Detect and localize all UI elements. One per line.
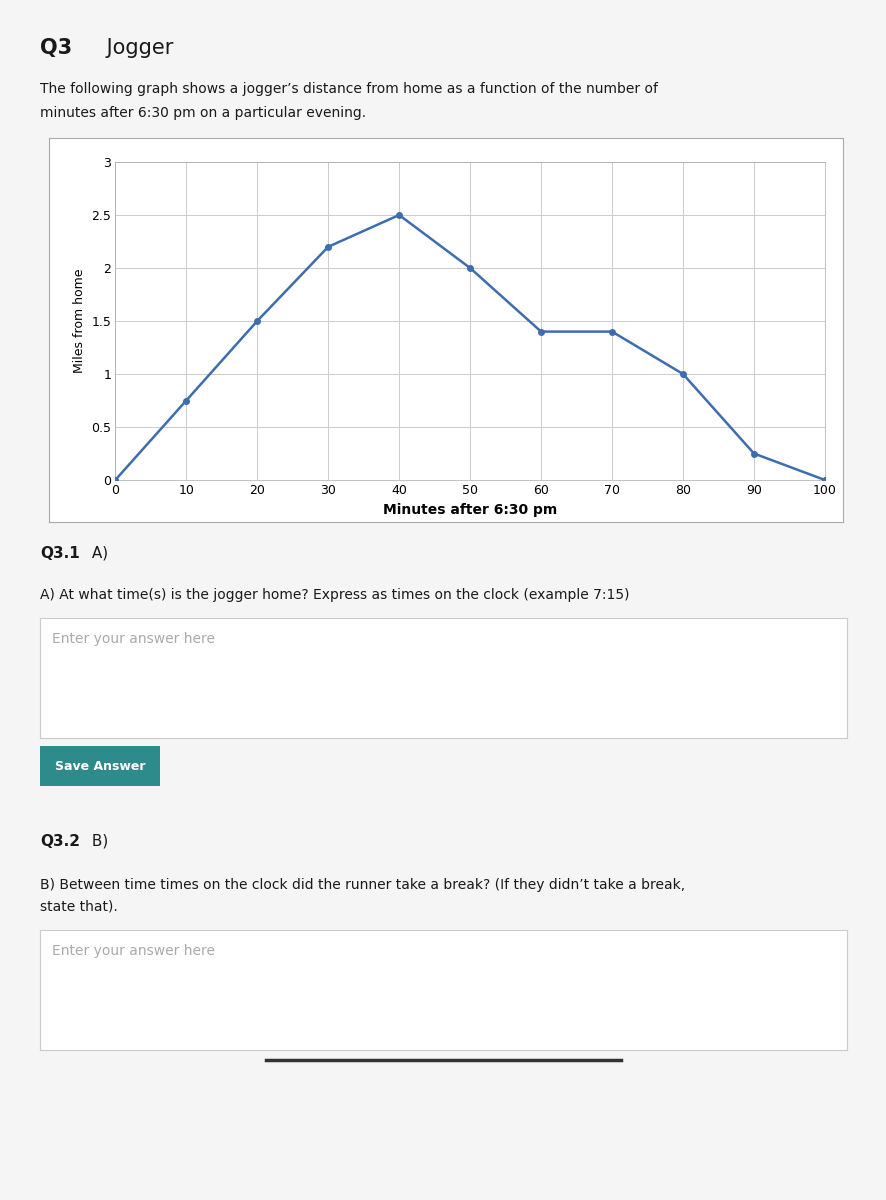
Text: Enter your answer here: Enter your answer here bbox=[52, 944, 214, 959]
Y-axis label: Miles from home: Miles from home bbox=[73, 269, 85, 373]
Text: B) Between time times on the clock did the runner take a break? (If they didn’t : B) Between time times on the clock did t… bbox=[40, 878, 684, 893]
Text: Q3.1: Q3.1 bbox=[40, 546, 80, 560]
Text: A) At what time(s) is the jogger home? Express as times on the clock (example 7:: A) At what time(s) is the jogger home? E… bbox=[40, 588, 629, 602]
Text: B): B) bbox=[87, 834, 108, 850]
Text: state that).: state that). bbox=[40, 900, 118, 914]
Text: A): A) bbox=[87, 546, 108, 560]
Text: Q3.2: Q3.2 bbox=[40, 834, 80, 850]
X-axis label: Minutes after 6:30 pm: Minutes after 6:30 pm bbox=[383, 503, 556, 517]
Text: minutes after 6:30 pm on a particular evening.: minutes after 6:30 pm on a particular ev… bbox=[40, 106, 366, 120]
Text: The following graph shows a jogger’s distance from home as a function of the num: The following graph shows a jogger’s dis… bbox=[40, 82, 657, 96]
Text: Save Answer: Save Answer bbox=[54, 760, 145, 773]
Text: Jogger: Jogger bbox=[100, 38, 174, 59]
Text: Q3: Q3 bbox=[40, 38, 72, 59]
Text: Enter your answer here: Enter your answer here bbox=[52, 632, 214, 647]
